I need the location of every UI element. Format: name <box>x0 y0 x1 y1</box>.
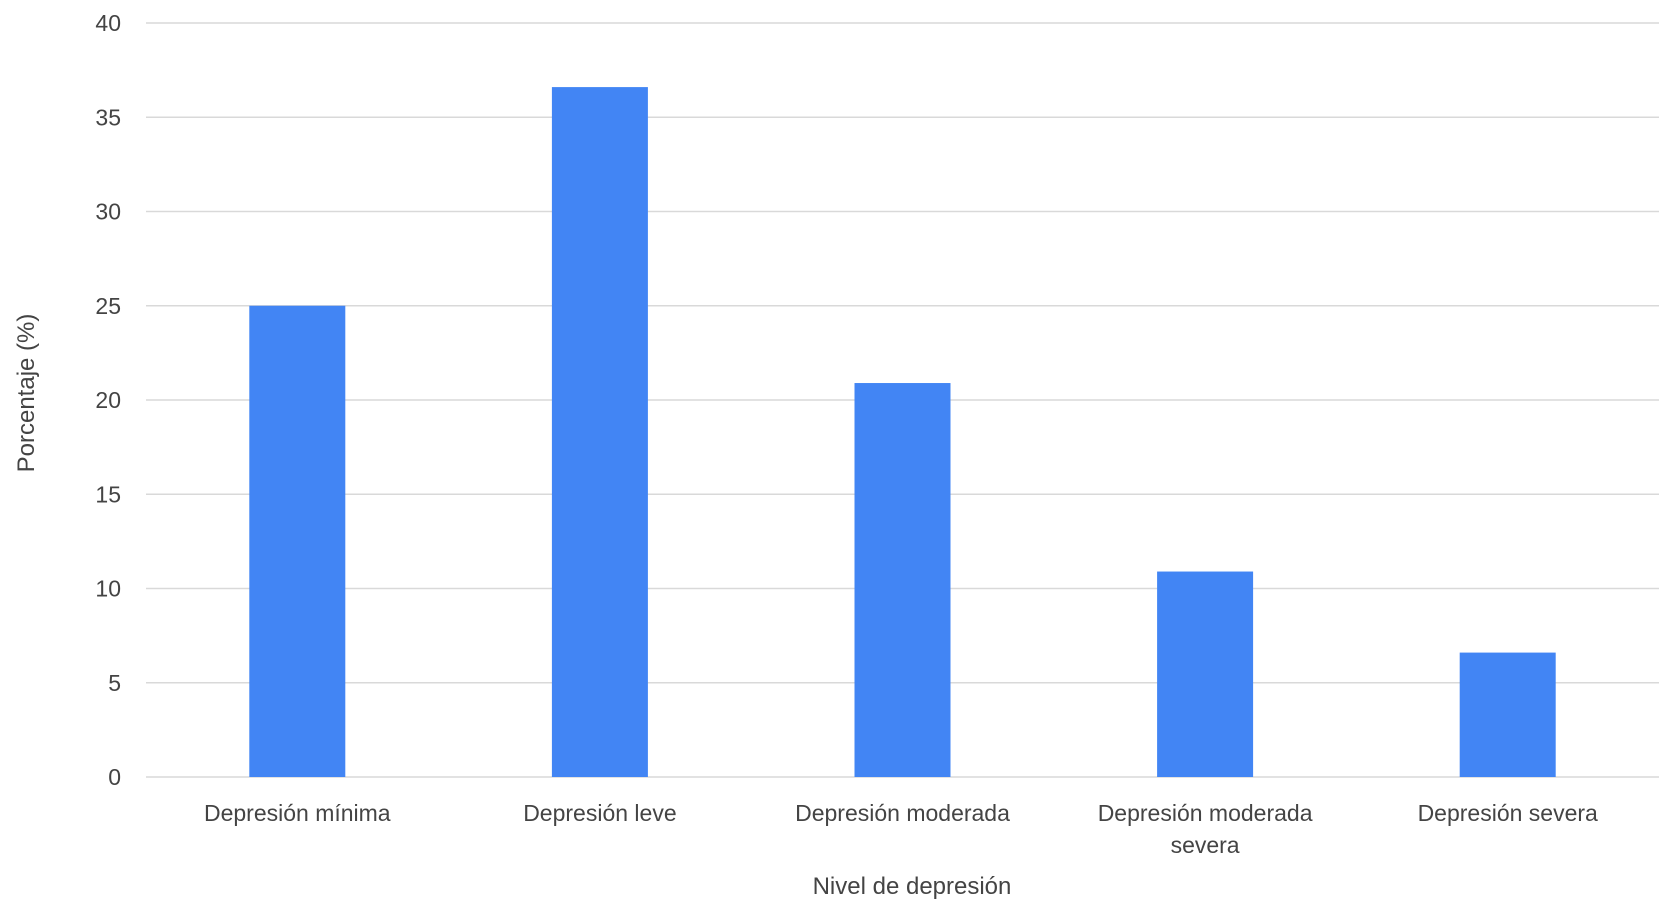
y-tick-label: 0 <box>108 764 121 790</box>
bars <box>249 87 1556 778</box>
y-tick-label: 15 <box>95 481 121 507</box>
bar <box>1459 652 1556 777</box>
x-tick-label: Depresión moderada <box>1098 800 1313 826</box>
bar <box>854 383 951 777</box>
x-tick-label: Depresión leve <box>523 800 676 826</box>
y-tick-label: 35 <box>95 104 121 130</box>
x-axis-label: Nivel de depresión <box>813 873 1012 900</box>
y-axis-ticks: 0 5 10 15 20 25 30 35 40 <box>95 10 121 790</box>
x-tick-label: Depresión moderada <box>795 800 1010 826</box>
y-tick-label: 40 <box>95 10 121 36</box>
bar <box>1157 571 1254 777</box>
x-axis-ticks: Depresión mínima Depresión leve Depresión … <box>204 800 1598 858</box>
bar <box>551 87 648 778</box>
y-tick-label: 20 <box>95 387 121 413</box>
x-tick-label: Depresión mínima <box>204 800 391 826</box>
y-axis-label: Porcentaje (%) <box>13 314 40 473</box>
y-tick-label: 25 <box>95 293 121 319</box>
y-tick-label: 30 <box>95 199 121 225</box>
y-tick-label: 10 <box>95 576 121 602</box>
x-tick-label: Depresión severa <box>1418 800 1598 826</box>
bar <box>249 305 346 777</box>
y-tick-label: 5 <box>108 670 121 696</box>
x-tick-label: severa <box>1171 832 1240 858</box>
